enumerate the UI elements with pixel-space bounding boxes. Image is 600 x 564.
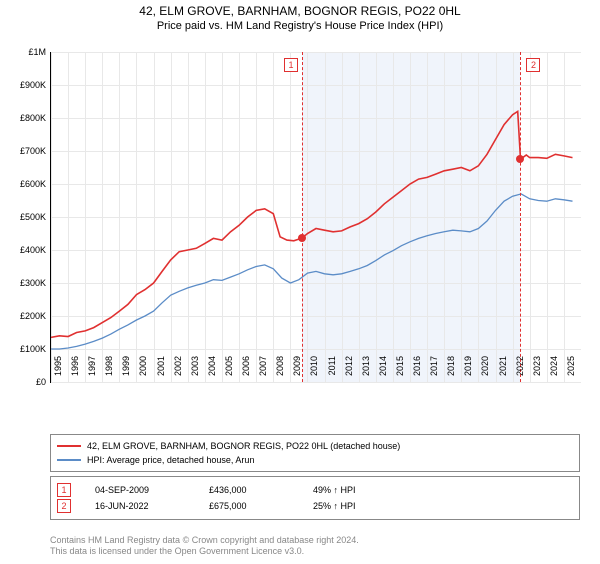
x-tick-label: 2019 xyxy=(463,356,473,386)
line-series-svg xyxy=(51,52,581,382)
series-line xyxy=(51,111,573,337)
event-row-badge: 2 xyxy=(57,499,71,513)
x-tick-label: 2025 xyxy=(566,356,576,386)
chart-title: 42, ELM GROVE, BARNHAM, BOGNOR REGIS, PO… xyxy=(0,4,600,18)
y-tick-label: £1M xyxy=(0,47,46,57)
x-tick-label: 2012 xyxy=(344,356,354,386)
x-tick-label: 1998 xyxy=(104,356,114,386)
y-tick-label: £400K xyxy=(0,245,46,255)
x-tick-label: 2002 xyxy=(173,356,183,386)
y-tick-label: £200K xyxy=(0,311,46,321)
chart-area: 12 £0£100K£200K£300K£400K£500K£600K£700K… xyxy=(50,52,580,400)
plot-area: 12 xyxy=(50,52,581,383)
footer-line-2: This data is licensed under the Open Gov… xyxy=(50,546,359,558)
x-tick-label: 2022 xyxy=(515,356,525,386)
x-tick-label: 2011 xyxy=(327,356,337,386)
legend-swatch xyxy=(57,459,81,461)
event-row-badge: 1 xyxy=(57,483,71,497)
x-tick-label: 2021 xyxy=(498,356,508,386)
x-tick-label: 2014 xyxy=(378,356,388,386)
x-tick-label: 1996 xyxy=(70,356,80,386)
event-price: £436,000 xyxy=(209,485,289,495)
x-tick-label: 2003 xyxy=(190,356,200,386)
x-tick-label: 2009 xyxy=(292,356,302,386)
event-row: 1 04-SEP-2009 £436,000 49% ↑ HPI xyxy=(57,483,573,497)
x-tick-label: 2020 xyxy=(480,356,490,386)
legend-swatch xyxy=(57,445,81,447)
x-tick-label: 2018 xyxy=(446,356,456,386)
event-delta: 25% ↑ HPI xyxy=(313,501,356,511)
legend: 42, ELM GROVE, BARNHAM, BOGNOR REGIS, PO… xyxy=(50,434,580,520)
y-tick-label: £500K xyxy=(0,212,46,222)
event-price: £675,000 xyxy=(209,501,289,511)
event-badge: 1 xyxy=(284,58,298,72)
y-tick-label: £800K xyxy=(0,113,46,123)
chart-subtitle: Price paid vs. HM Land Registry's House … xyxy=(0,20,600,32)
event-date: 04-SEP-2009 xyxy=(95,485,185,495)
event-badge: 2 xyxy=(526,58,540,72)
x-tick-label: 2001 xyxy=(156,356,166,386)
x-tick-label: 1999 xyxy=(121,356,131,386)
legend-row: 42, ELM GROVE, BARNHAM, BOGNOR REGIS, PO… xyxy=(57,439,573,453)
x-tick-label: 2016 xyxy=(412,356,422,386)
x-tick-label: 2008 xyxy=(275,356,285,386)
y-tick-label: £100K xyxy=(0,344,46,354)
event-vline xyxy=(520,52,521,382)
series-line xyxy=(51,194,573,349)
x-tick-label: 2023 xyxy=(532,356,542,386)
x-tick-label: 2015 xyxy=(395,356,405,386)
event-marker xyxy=(516,155,524,163)
event-date: 16-JUN-2022 xyxy=(95,501,185,511)
legend-row: HPI: Average price, detached house, Arun xyxy=(57,453,573,467)
x-tick-label: 2010 xyxy=(309,356,319,386)
y-tick-label: £900K xyxy=(0,80,46,90)
y-tick-label: £600K xyxy=(0,179,46,189)
x-tick-label: 2013 xyxy=(361,356,371,386)
legend-label: 42, ELM GROVE, BARNHAM, BOGNOR REGIS, PO… xyxy=(87,441,400,451)
x-tick-label: 2000 xyxy=(138,356,148,386)
x-tick-label: 1997 xyxy=(87,356,97,386)
event-row: 2 16-JUN-2022 £675,000 25% ↑ HPI xyxy=(57,499,573,513)
y-tick-label: £300K xyxy=(0,278,46,288)
x-tick-label: 2004 xyxy=(207,356,217,386)
footer-line-1: Contains HM Land Registry data © Crown c… xyxy=(50,535,359,547)
event-vline xyxy=(302,52,303,382)
y-tick-label: £0 xyxy=(0,377,46,387)
x-tick-label: 2006 xyxy=(241,356,251,386)
x-tick-label: 1995 xyxy=(53,356,63,386)
event-delta: 49% ↑ HPI xyxy=(313,485,356,495)
x-tick-label: 2007 xyxy=(258,356,268,386)
x-tick-label: 2024 xyxy=(549,356,559,386)
legend-label: HPI: Average price, detached house, Arun xyxy=(87,455,254,465)
event-marker xyxy=(298,234,306,242)
x-tick-label: 2017 xyxy=(429,356,439,386)
events-table: 1 04-SEP-2009 £436,000 49% ↑ HPI 2 16-JUN-202… xyxy=(50,476,580,520)
footer: Contains HM Land Registry data © Crown c… xyxy=(50,535,359,558)
legend-series-box: 42, ELM GROVE, BARNHAM, BOGNOR REGIS, PO… xyxy=(50,434,580,472)
x-tick-label: 2005 xyxy=(224,356,234,386)
y-tick-label: £700K xyxy=(0,146,46,156)
